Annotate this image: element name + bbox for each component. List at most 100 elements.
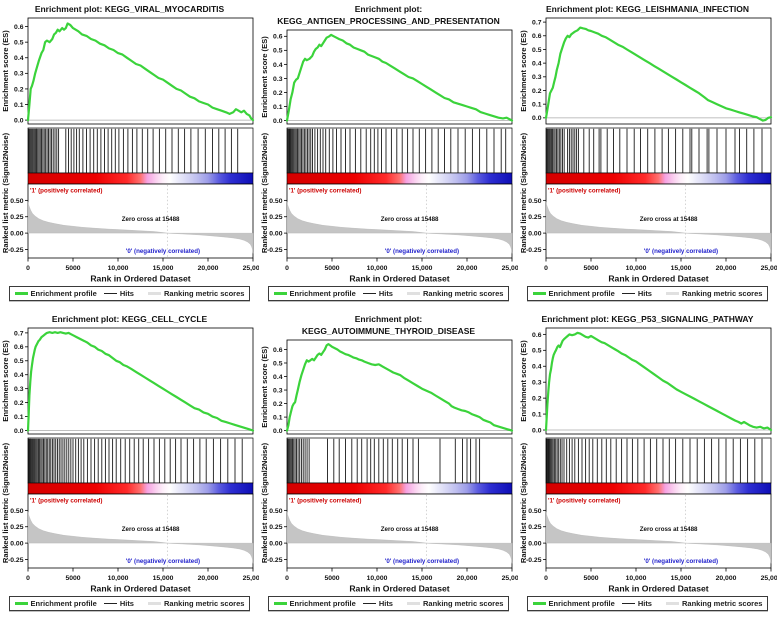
metric-y-axis-label: Ranked list metric (Signal2Noise) (519, 442, 528, 563)
ranking-metric-area (27, 511, 254, 564)
x-tick-label: 5000 (324, 265, 339, 272)
metric-y-tick-label: 0.50 (10, 508, 23, 515)
hit-marks (27, 438, 243, 483)
chart-legend: Enrichment profile Hits Ranking metric sco… (518, 286, 777, 301)
es-y-tick-label: 0.1 (532, 102, 542, 109)
x-axis-label: Rank in Ordered Dataset (608, 584, 708, 594)
legend-item-label: Hits (637, 289, 652, 298)
legend-item: Hits (621, 599, 652, 608)
negatively-correlated-label: '0' (negatively correlated) (385, 558, 459, 565)
es-y-tick-label: 0.0 (14, 118, 24, 125)
es-y-tick-label: 0.3 (14, 71, 24, 78)
legend-item-label: Hits (119, 599, 134, 608)
metric-y-tick-label: -0.25 (526, 557, 542, 564)
rank-gradient-bar (545, 172, 772, 185)
chart-legend: Enrichment profile Hits Ranking metric sco… (259, 286, 518, 301)
zero-cross-label: Zero cross at 15488 (122, 216, 180, 223)
positively-correlated-label: '1' (positively correlated) (289, 188, 361, 195)
x-axis-label: Rank in Ordered Dataset (608, 274, 708, 284)
panel-title-line: Enrichment plot: KEGG_VIRAL_MYOCARDITIS (34, 4, 225, 14)
hit-marks (287, 128, 507, 173)
x-tick-label: 15,000 (412, 265, 433, 272)
x-tick-label: 0 (544, 265, 548, 272)
negatively-correlated-label: '0' (negatively correlated) (126, 558, 200, 565)
zero-cross-label: Zero cross at 15488 (640, 216, 698, 223)
legend-item-label: Hits (378, 599, 393, 608)
es-y-tick-label: 0.1 (14, 102, 24, 109)
es-y-tick-label: 0.0 (532, 427, 542, 434)
legend-line-swatch (621, 602, 635, 605)
negatively-correlated-label: '0' (negatively correlated) (126, 248, 200, 255)
rank-gradient-bar (27, 172, 254, 185)
es-y-tick-label: 0.1 (273, 104, 283, 111)
positively-correlated-label: '1' (positively correlated) (30, 188, 102, 195)
legend-item: Ranking metric scores (147, 599, 245, 608)
hit-marks (28, 128, 239, 173)
es-y-tick-label: 0.4 (14, 372, 24, 379)
legend-item-label: Enrichment profile (548, 289, 615, 298)
zero-cross-label: Zero cross at 15488 (381, 216, 439, 223)
metric-y-tick-label: 0.00 (269, 231, 282, 238)
es-curve (26, 331, 255, 432)
legend-item-label: Ranking metric scores (422, 289, 504, 298)
legend-box: Enrichment profile Hits Ranking metric sco… (267, 286, 510, 301)
es-y-tick-label: 0.2 (532, 396, 542, 403)
es-plot-frame (27, 17, 254, 125)
legend-item-label: Enrichment profile (30, 289, 97, 298)
legend-box: Enrichment profile Hits Ranking metric sco… (526, 286, 769, 301)
x-tick-label: 0 (26, 265, 30, 272)
metric-plot-frame (286, 183, 513, 259)
es-plot-frame (286, 339, 513, 435)
metric-y-tick-label: -0.25 (526, 247, 542, 254)
positively-correlated-label: '1' (positively correlated) (30, 498, 102, 505)
legend-line-swatch (532, 292, 546, 295)
x-axis-label: Rank in Ordered Dataset (349, 274, 449, 284)
metric-y-tick-label: 0.25 (528, 214, 541, 221)
metric-y-axis-label: Ranked list metric (Signal2Noise) (519, 132, 528, 253)
rank-gradient-bar (286, 482, 513, 495)
legend-box: Enrichment profile Hits Ranking metric sco… (8, 596, 251, 611)
legend-item-label: Hits (119, 289, 134, 298)
es-plot-frame (27, 327, 254, 435)
legend-item-label: Enrichment profile (289, 289, 356, 298)
legend-line-swatch (103, 602, 117, 605)
metric-y-tick-label: 0.50 (10, 198, 23, 205)
es-y-axis-label: Enrichment score (ES) (260, 36, 269, 118)
rank-gradient-bar (286, 172, 513, 185)
x-tick-label: 10,000 (626, 575, 647, 582)
es-curve (285, 343, 514, 432)
legend-item-label: Ranking metric scores (163, 599, 245, 608)
metric-y-tick-label: 0.00 (528, 231, 541, 238)
x-tick-label: 0 (285, 575, 289, 582)
es-y-axis-label: Enrichment score (ES) (1, 340, 10, 422)
legend-item-label: Enrichment profile (30, 599, 97, 608)
legend-item-label: Ranking metric scores (163, 289, 245, 298)
legend-item: Enrichment profile (532, 599, 615, 608)
es-y-tick-label: 0.4 (14, 55, 24, 62)
es-y-tick-label: 0.4 (532, 364, 542, 371)
panel-title-line: KEGG_ANTIGEN_PROCESSING_AND_PRESENTATION (277, 16, 500, 26)
enrichment-chart: 0.6 0.5 0.4 0.3 0.2 0.1 0.0 Enrichment score (E… (519, 327, 777, 594)
legend-item: Ranking metric scores (406, 599, 503, 608)
metric-y-axis-label: Ranked list metric (Signal2Noise) (1, 132, 10, 253)
x-tick-label: 0 (26, 575, 30, 582)
x-tick-label: 10,000 (108, 575, 129, 582)
x-tick-label: 10,000 (108, 265, 129, 272)
es-y-tick-label: 0.6 (532, 33, 542, 40)
es-y-tick-label: 0.1 (273, 414, 283, 421)
x-tick-label: 0 (544, 575, 548, 582)
panel-title-line: Enrichment plot: KEGG_P53_SIGNALING_PATH… (541, 314, 754, 324)
x-tick-label: 10,000 (626, 265, 647, 272)
panel-title: Enrichment plot: KEGG_CELL_CYCLE (0, 310, 259, 325)
x-axis-label: Rank in Ordered Dataset (90, 274, 190, 284)
chart-legend: Enrichment profile Hits Ranking metric sco… (0, 596, 259, 611)
x-tick-label: 15,000 (153, 265, 174, 272)
es-y-tick-label: 0.5 (532, 47, 542, 54)
legend-line-swatch (406, 602, 420, 605)
es-y-tick-label: 0.3 (532, 380, 542, 387)
x-axis-label: Rank in Ordered Dataset (90, 584, 190, 594)
metric-y-axis-label: Ranked list metric (Signal2Noise) (260, 132, 269, 253)
legend-item: Hits (362, 289, 393, 298)
x-tick-label: 20,000 (457, 265, 478, 272)
enrichment-panel: Enrichment plot: KEGG_CELL_CYCLE 0.7 0.6 0… (0, 310, 259, 620)
